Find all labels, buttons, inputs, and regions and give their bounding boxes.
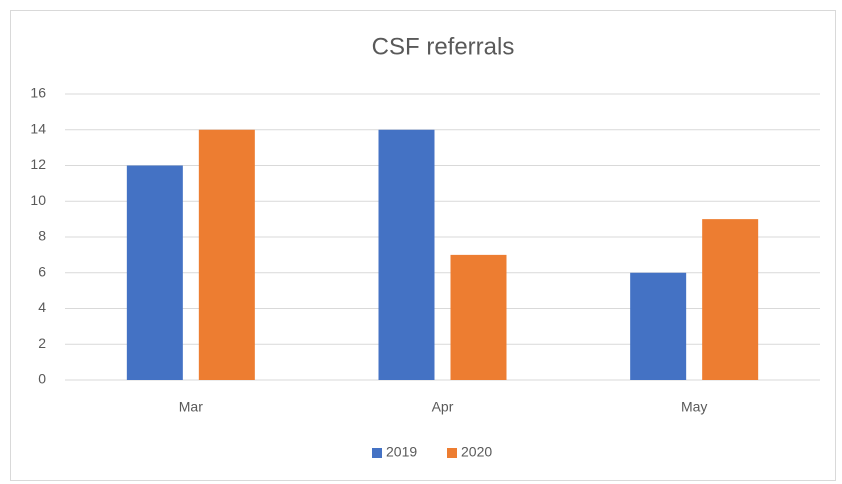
- bar: [450, 254, 507, 380]
- y-tick-label: 0: [38, 371, 46, 387]
- x-tick-label: May: [681, 399, 707, 415]
- x-tick-label: Apr: [432, 399, 454, 415]
- y-tick-label: 12: [30, 156, 46, 172]
- bar: [702, 219, 759, 380]
- bar: [198, 129, 255, 380]
- legend-label: 2019: [386, 444, 417, 460]
- y-tick-label: 16: [30, 85, 46, 101]
- legend-swatch: [447, 448, 457, 458]
- bar: [126, 165, 183, 380]
- bar: [378, 129, 435, 380]
- y-tick-label: 14: [30, 120, 46, 136]
- legend-swatch: [372, 448, 382, 458]
- bar: [630, 272, 687, 380]
- y-tick-label: 6: [38, 263, 46, 279]
- x-tick-label: Mar: [179, 399, 203, 415]
- y-tick-label: 2: [38, 335, 46, 351]
- y-tick-label: 4: [38, 299, 46, 315]
- chart-title: CSF referrals: [372, 33, 515, 60]
- y-tick-label: 10: [30, 192, 46, 208]
- legend-label: 2020: [461, 444, 492, 460]
- y-tick-label: 8: [38, 228, 46, 244]
